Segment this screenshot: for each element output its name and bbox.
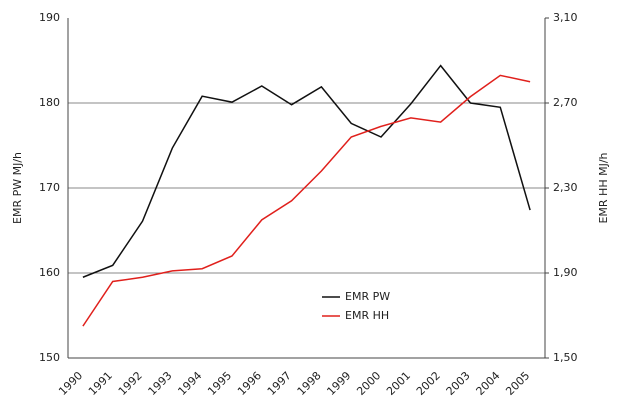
y2-tick-label: 2,30 (553, 181, 578, 194)
x-tick-label: 2000 (354, 369, 383, 398)
y2-tick-label: 2,70 (553, 96, 578, 109)
x-tick-label: 1995 (205, 369, 234, 398)
x-tick-label: 1999 (324, 369, 353, 398)
x-tick-label: 1990 (56, 369, 85, 398)
legend-label: EMR HH (345, 309, 389, 322)
x-tick-label: 1991 (86, 369, 115, 398)
x-tick-label: 1997 (265, 369, 294, 398)
y2-tick-label: 3,10 (553, 11, 578, 24)
x-tick-label: 2002 (414, 369, 443, 398)
x-tick-label: 1993 (146, 369, 175, 398)
x-tick-label: 2005 (503, 369, 532, 398)
y2-tick-label: 1,90 (553, 266, 578, 279)
y-tick-label: 180 (39, 96, 60, 109)
x-tick-label: 2004 (474, 369, 503, 398)
y-axis-label: EMR PW MJ/h (11, 152, 24, 224)
x-tick-label: 2001 (384, 369, 413, 398)
x-tick-label: 1996 (235, 369, 264, 398)
line (82, 74, 531, 327)
y-tick-label: 170 (39, 181, 60, 194)
y2-tick-label: 1,50 (553, 351, 578, 364)
x-tick-label: 1992 (116, 369, 145, 398)
y-tick-label: 150 (39, 351, 60, 364)
y-tick-label: 190 (39, 11, 60, 24)
x-tick-label: 2003 (444, 369, 473, 398)
y2-axis-label: EMR HH MJ/h (597, 152, 610, 223)
y-tick-label: 160 (39, 266, 60, 279)
x-tick-label: 1998 (295, 369, 324, 398)
x-tick-label: 1994 (175, 369, 204, 398)
legend-label: EMR PW (345, 290, 390, 303)
line (82, 64, 531, 278)
